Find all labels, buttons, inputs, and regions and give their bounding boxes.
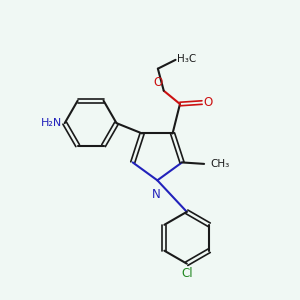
Text: O: O <box>153 76 162 89</box>
Text: H₃C: H₃C <box>177 54 196 64</box>
Text: N: N <box>152 188 160 201</box>
Text: O: O <box>203 96 213 109</box>
Text: H₂N: H₂N <box>41 118 62 128</box>
Text: Cl: Cl <box>181 267 193 280</box>
Text: CH₃: CH₃ <box>210 159 229 169</box>
